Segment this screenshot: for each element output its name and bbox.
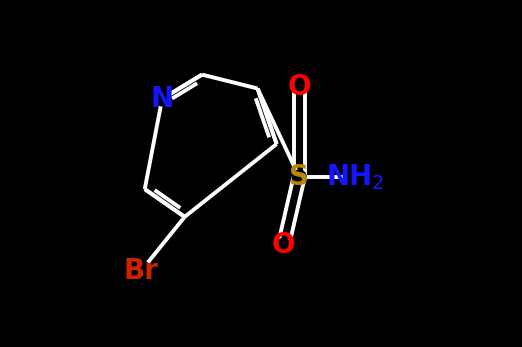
Text: S: S — [289, 163, 309, 191]
Text: Br: Br — [124, 257, 159, 285]
Circle shape — [292, 170, 306, 184]
Circle shape — [155, 92, 169, 106]
Text: O: O — [272, 231, 295, 259]
Circle shape — [345, 167, 365, 187]
Circle shape — [132, 261, 151, 280]
Circle shape — [277, 238, 290, 251]
Circle shape — [293, 81, 305, 93]
Text: O: O — [288, 73, 311, 101]
Text: N: N — [150, 85, 174, 113]
Text: NH$_2$: NH$_2$ — [326, 162, 384, 192]
